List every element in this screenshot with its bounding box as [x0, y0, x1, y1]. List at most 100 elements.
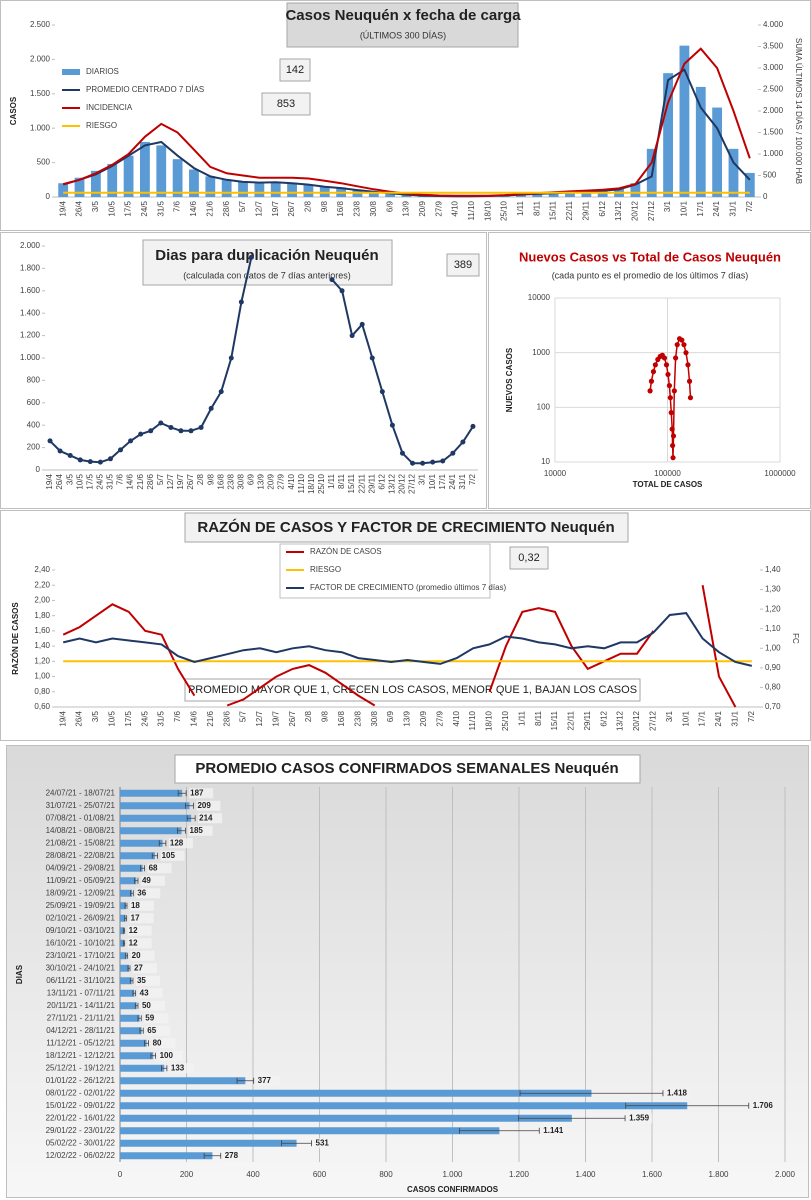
value-label-bg: [751, 1100, 776, 1111]
x-tick-label: 8/11: [534, 710, 543, 726]
x-tick-label: 1.200: [509, 1170, 530, 1179]
x-axis-title: CASOS CONFIRMADOS: [407, 1185, 499, 1194]
y-tick-label: 1,00: [34, 672, 50, 681]
error-bar: [203, 1152, 222, 1159]
bar: [189, 169, 199, 197]
x-tick-label: 5/7: [238, 200, 247, 212]
value-label-bg: [129, 900, 154, 911]
x-tick-label: 13/9: [402, 200, 411, 216]
bar: [368, 191, 379, 197]
legend-box: [279, 543, 491, 599]
error-bar: [177, 827, 186, 834]
point: [669, 426, 675, 432]
marker: [460, 439, 466, 445]
point: [672, 355, 679, 361]
marker: [399, 450, 405, 456]
x-tick-label: 13/12: [614, 200, 623, 221]
y-tick-label: 2,20: [34, 580, 50, 589]
value-label-bg: [151, 1038, 176, 1049]
line: [62, 612, 753, 667]
point: [667, 395, 673, 401]
x-tick-label: 14/6: [126, 473, 135, 489]
y-tick-label: 1.500: [30, 89, 51, 98]
y-tick-label: 0,60: [34, 702, 50, 711]
x-tick-label: 17/1: [696, 200, 705, 216]
y-tick-label: 29/01/22 - 23/01/22: [46, 1126, 116, 1135]
value-label-bg: [147, 863, 172, 874]
bar: [74, 177, 85, 197]
error-bar: [518, 1115, 626, 1122]
value-label: 68: [149, 863, 158, 872]
value-label: 80: [153, 1038, 162, 1047]
error-bar: [158, 840, 167, 847]
value-label-bg: [127, 938, 152, 949]
bar: [172, 159, 183, 197]
x-tick-label: 12/7: [254, 200, 263, 216]
x-tick-label: 20/12: [398, 473, 407, 494]
marker: [178, 428, 184, 434]
bar: [107, 163, 118, 197]
x-tick-label: 17/1: [438, 473, 447, 489]
value-label: 20: [132, 951, 141, 960]
x-tick-label: 7/6: [173, 200, 182, 212]
bar: [548, 193, 559, 197]
x-tick-label: 16/8: [216, 473, 225, 489]
y-tick-label: 2.500: [30, 20, 51, 29]
x-tick-label: 6/12: [599, 710, 608, 726]
error-bar: [124, 915, 128, 922]
value-label-bg: [256, 1075, 281, 1086]
value-label: 209: [197, 801, 211, 810]
value-label-bg: [136, 888, 161, 899]
x-tick-label: 31/1: [731, 710, 740, 726]
x-tick-label: 10/5: [107, 710, 116, 726]
y-tick-label: 04/12/21 - 28/11/21: [46, 1026, 115, 1035]
error-bar: [124, 902, 128, 909]
x-tick-label: 28/6: [222, 710, 231, 726]
x-tick-label: 31/1: [458, 473, 467, 489]
point: [647, 388, 653, 394]
y-tick-label: 06/11/21 - 31/10/21: [46, 976, 115, 985]
x-tick-label: 30/8: [369, 200, 378, 216]
chart-title: Casos Neuquén x fecha de carga: [285, 7, 521, 24]
x-tick-label: 5/7: [239, 710, 248, 722]
x-tick-label: 31/5: [106, 473, 115, 489]
value-label-bg: [168, 838, 193, 849]
x-tick-label: 28/6: [146, 473, 155, 489]
marker: [168, 424, 174, 430]
marker: [430, 459, 436, 465]
bar: [120, 1127, 500, 1135]
bar: [303, 184, 314, 197]
y2-tick-label: 0,80: [765, 683, 781, 692]
value-label: 128: [170, 838, 184, 847]
bar: [120, 789, 183, 797]
x-tick-label: 0: [118, 1170, 123, 1179]
value-label-bg: [223, 1150, 248, 1161]
point: [681, 342, 687, 348]
y2-tick-label: 0: [763, 192, 768, 201]
error-bar: [281, 1140, 312, 1147]
x-tick-label: 16/8: [336, 200, 345, 216]
y-tick-label: 100: [537, 402, 551, 411]
x-tick-label: 6/9: [386, 710, 395, 722]
x-tick-label: 1/11: [327, 473, 336, 489]
value-label: 185: [190, 826, 204, 835]
point: [648, 378, 655, 384]
bar: [120, 1102, 688, 1110]
bar: [58, 183, 69, 197]
bar: [120, 839, 163, 847]
bar: [120, 852, 155, 860]
error-bar: [177, 790, 187, 797]
error-bar: [161, 1065, 168, 1072]
x-tick-label: 15/11: [550, 710, 559, 730]
marker: [410, 460, 416, 466]
x-tick-label: 21/6: [205, 200, 214, 216]
value-label: 43: [140, 988, 149, 997]
x-tick-label: 3/1: [418, 473, 427, 485]
y-tick-label: 27/11/21 - 21/11/21: [47, 1013, 116, 1022]
bar: [120, 989, 135, 997]
y-tick-label: 1,40: [34, 641, 50, 650]
y-tick-label: 1.000: [20, 353, 41, 362]
bar: [516, 194, 526, 197]
